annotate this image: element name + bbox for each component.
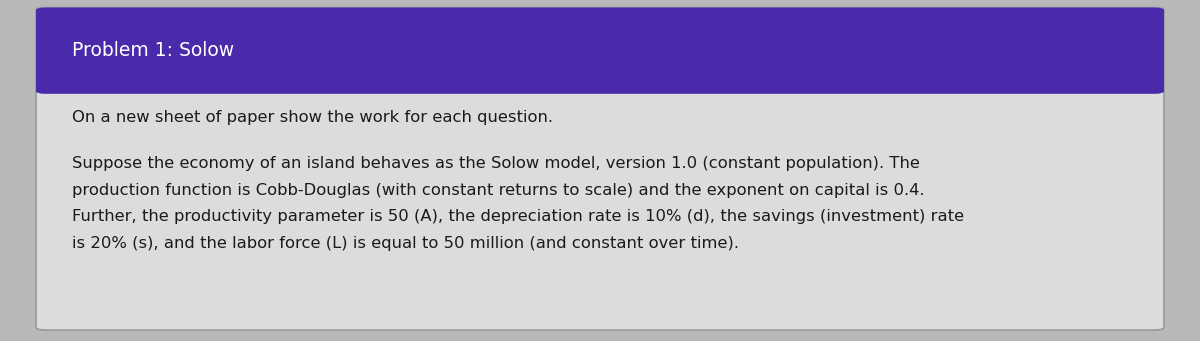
Text: is 20% (s), and the labor force (L) is equal to 50 million (and constant over ti: is 20% (s), and the labor force (L) is e…	[72, 236, 739, 251]
FancyBboxPatch shape	[36, 8, 1164, 94]
Text: On a new sheet of paper show the work for each question.: On a new sheet of paper show the work fo…	[72, 110, 553, 125]
FancyBboxPatch shape	[36, 8, 1164, 330]
Text: production function is Cobb-Douglas (with constant returns to scale) and the exp: production function is Cobb-Douglas (wit…	[72, 183, 924, 198]
Text: Further, the productivity parameter is 50 (A), the depreciation rate is 10% (d),: Further, the productivity parameter is 5…	[72, 209, 964, 224]
Bar	[46, 55, 1154, 91]
Text: Problem 1: Solow: Problem 1: Solow	[72, 41, 234, 60]
Text: Suppose the economy of an island behaves as the Solow model, version 1.0 (consta: Suppose the economy of an island behaves…	[72, 156, 920, 171]
